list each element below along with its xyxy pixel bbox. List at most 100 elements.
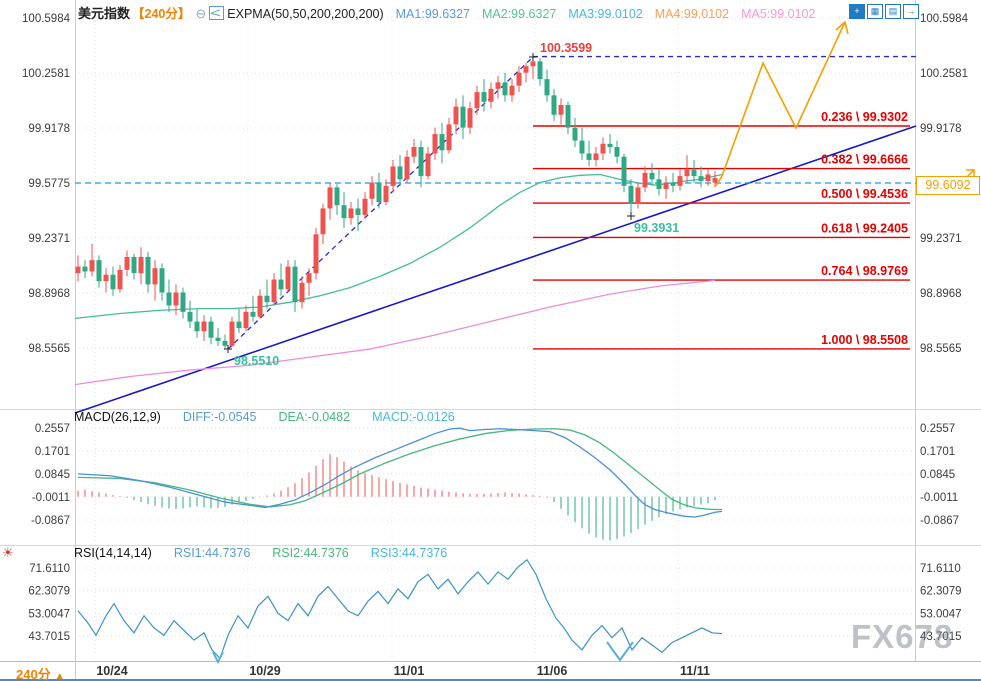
candle-body — [166, 292, 172, 306]
candle-body — [250, 311, 256, 317]
candle-body — [460, 106, 466, 128]
x-axis-label: 11/01 — [394, 664, 425, 678]
price-annotation: 98.5510 — [234, 354, 279, 368]
candle-body — [355, 208, 361, 215]
ma-values: MA1:99.6327 MA2:99.6327 MA3:99.0102 MA4:99.… — [384, 7, 816, 21]
rsi-axis-label-left: 71.6110 — [29, 563, 70, 575]
candle-body — [138, 256, 144, 274]
candle-body — [677, 176, 683, 186]
indicator-pane-icon[interactable]: ▤ — [885, 4, 901, 19]
chart-toolbar: + ▦ ▤ → — [849, 4, 919, 19]
legend-value: RSI1:44.7376 — [173, 546, 251, 560]
bottom-bar — [0, 679, 981, 681]
exit-fullscreen-icon[interactable]: → — [903, 4, 919, 19]
candle-body — [684, 169, 690, 177]
candle-body — [488, 88, 494, 102]
candle-body — [159, 268, 165, 293]
legend-value: MA1:99.6327 — [395, 7, 470, 21]
candle-body — [551, 95, 557, 115]
rsi-line — [77, 558, 723, 660]
crosshair-icon[interactable]: + — [849, 4, 865, 19]
price-axis-label-right: 100.2581 — [920, 68, 968, 80]
collapse-icon[interactable]: ⊖ — [195, 6, 207, 21]
candle-body — [663, 182, 669, 190]
candle-body — [530, 61, 536, 67]
macd-header: MACD(26,12,9) DIFF:-0.0545 DEA:-0.0482 MACD… — [74, 410, 475, 424]
trendline — [74, 125, 917, 414]
candle-body — [642, 172, 648, 188]
price-axis-label-left: 99.5775 — [28, 178, 70, 190]
price-axis-label-left: 100.5984 — [22, 13, 71, 25]
macd-axis-label-left: -0.0011 — [32, 492, 70, 504]
macd-axis-label-right: 0.0845 — [920, 469, 955, 481]
price-axis-label-left: 98.5565 — [28, 343, 70, 355]
candle-body — [572, 127, 578, 141]
candle-body — [593, 153, 599, 160]
candle-body — [705, 174, 711, 181]
pane-layout-icon[interactable]: ▦ — [867, 4, 883, 19]
legend-value: MA5:99.0102 — [741, 7, 816, 21]
candle-body — [131, 256, 137, 274]
ma200-line — [74, 279, 716, 386]
legend-value: RSI2:44.7376 — [272, 546, 349, 560]
candle-body — [635, 187, 641, 204]
rsi-axis-label-left: 62.3079 — [28, 586, 70, 598]
candle-body — [712, 177, 718, 183]
edge-arrowhead — [966, 169, 975, 178]
candle-body — [670, 182, 676, 186]
candle-body — [537, 61, 543, 80]
macd-diff-line — [77, 427, 723, 518]
rsi-header: RSI(14,14,14) RSI1:44.7376 RSI2:44.7376 RSI… — [74, 546, 467, 560]
ma50-line — [74, 173, 723, 319]
candle-body — [558, 105, 564, 115]
macd-values: DIFF:-0.0545 DEA:-0.0482 MACD:-0.0126 — [171, 410, 465, 424]
projection-arrow — [715, 21, 846, 187]
candle-body — [313, 234, 319, 274]
rsi-axis-label-right: 71.6110 — [920, 563, 961, 575]
rsi-axis-label-right: 53.0047 — [920, 608, 962, 620]
macd-dea-line — [77, 428, 723, 511]
candle-body — [404, 156, 410, 180]
candle-body — [243, 311, 249, 329]
price-axis-label-right: 100.5984 — [920, 13, 969, 25]
rsi-axis-label-left: 43.7015 — [28, 631, 70, 643]
expma-icon — [209, 6, 225, 20]
candle-body — [194, 321, 200, 332]
candle-body — [215, 337, 221, 341]
price-axis-label-left: 99.2371 — [28, 233, 70, 245]
candle-body — [208, 321, 214, 338]
candle-body — [82, 266, 88, 272]
candle-body — [173, 292, 179, 306]
macd-axis-label-left: 0.1701 — [35, 446, 70, 458]
legend-value: MA3:99.0102 — [568, 7, 643, 21]
indicator-name: EXPMA(50,50,200,200,200) — [227, 7, 384, 21]
candle-body — [474, 92, 480, 109]
candle-body — [383, 185, 389, 202]
candle-body — [698, 176, 704, 181]
candle-body — [586, 153, 592, 160]
candle-body — [453, 106, 459, 125]
macd-axis-label-left: -0.0867 — [31, 515, 70, 527]
candle-body — [145, 256, 151, 285]
chevron-down-marker — [606, 641, 634, 662]
candle-body — [544, 79, 550, 96]
symbol-name: 美元指数 — [78, 6, 131, 21]
candle-body — [271, 279, 277, 303]
candle-body — [411, 147, 417, 157]
macd-axis-label-left: 0.0845 — [35, 469, 70, 481]
candle-body — [299, 282, 305, 303]
legend-value: MA4:99.0102 — [654, 7, 730, 21]
price-annotation: 99.3931 — [634, 221, 679, 235]
fib-label: 0.618 \ 99.2405 — [821, 221, 908, 235]
candle-body — [691, 169, 697, 177]
main-chart-header: 美元指数 【240分】 ⊖ EXPMA(50,50,200,200,200) MA1:9… — [78, 3, 815, 22]
timeframe-selector[interactable]: 240分 ▲ — [16, 664, 65, 681]
price-axis-label-right: 98.8968 — [920, 288, 962, 300]
candle-body — [418, 147, 424, 177]
candle-body — [229, 321, 235, 346]
candle-body — [390, 166, 396, 186]
macd-axis-label-right: 0.2557 — [920, 423, 955, 435]
candle-body — [278, 279, 284, 290]
fib-label: 0.236 \ 99.9302 — [821, 110, 908, 124]
candle-body — [96, 260, 102, 282]
